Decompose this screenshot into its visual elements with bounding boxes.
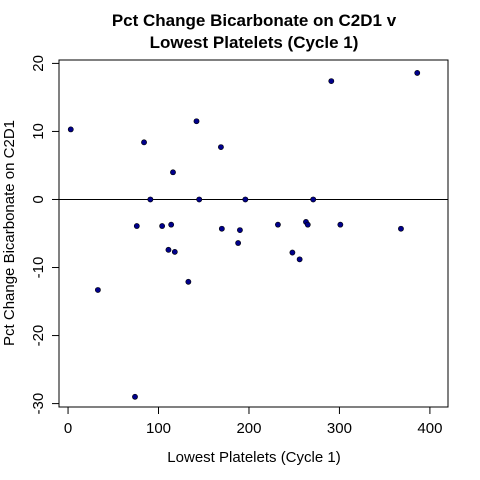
data-point (304, 221, 311, 228)
data-point (170, 169, 176, 176)
y-tick-label: -30 (30, 393, 47, 415)
data-point (67, 126, 74, 133)
y-tick-label: 0 (30, 195, 47, 203)
data-point (133, 223, 140, 229)
data-point (95, 287, 101, 293)
y-tick-label: 10 (30, 123, 47, 140)
y-axis: -30 -20 -10 0 10 20 (30, 55, 60, 415)
data-point (218, 225, 225, 232)
data-point (132, 393, 138, 400)
y-tick-label: -10 (30, 257, 47, 279)
data-point (235, 240, 242, 246)
data-point (171, 248, 178, 255)
x-tick-label: 200 (236, 420, 261, 437)
data-point (218, 144, 224, 150)
x-tick-label: 400 (417, 420, 442, 437)
data-point (141, 139, 147, 146)
data-point (237, 227, 243, 233)
data-point (337, 221, 344, 228)
data-point (296, 256, 303, 263)
data-point (168, 221, 175, 228)
x-axis-label: Lowest Platelets (Cycle 1) (167, 449, 340, 466)
y-tick-label: -20 (30, 325, 47, 347)
x-axis: 0 100 200 300 400 (64, 406, 442, 437)
y-axis-label: Pct Change Bicarbonate on C2D1 (1, 120, 18, 346)
data-point (310, 196, 317, 203)
data-point (289, 249, 296, 256)
data-point (196, 196, 203, 203)
data-point (147, 196, 154, 203)
x-tick-label: 100 (146, 420, 171, 437)
data-point (185, 278, 192, 285)
data-point (165, 246, 172, 253)
x-tick-label: 300 (327, 420, 352, 437)
data-point (398, 225, 404, 232)
data-point (275, 221, 281, 228)
y-tick-label: 20 (30, 55, 47, 72)
data-point (414, 70, 421, 76)
data-point (159, 223, 166, 229)
data-point (242, 196, 249, 203)
data-points (67, 70, 421, 400)
chart-title-line2: Lowest Platelets (Cycle 1) (150, 33, 359, 52)
data-point (193, 118, 200, 125)
chart-title-line1: Pct Change Bicarbonate on C2D1 v (112, 11, 397, 30)
x-tick-label: 0 (64, 420, 72, 437)
data-point (328, 78, 335, 84)
